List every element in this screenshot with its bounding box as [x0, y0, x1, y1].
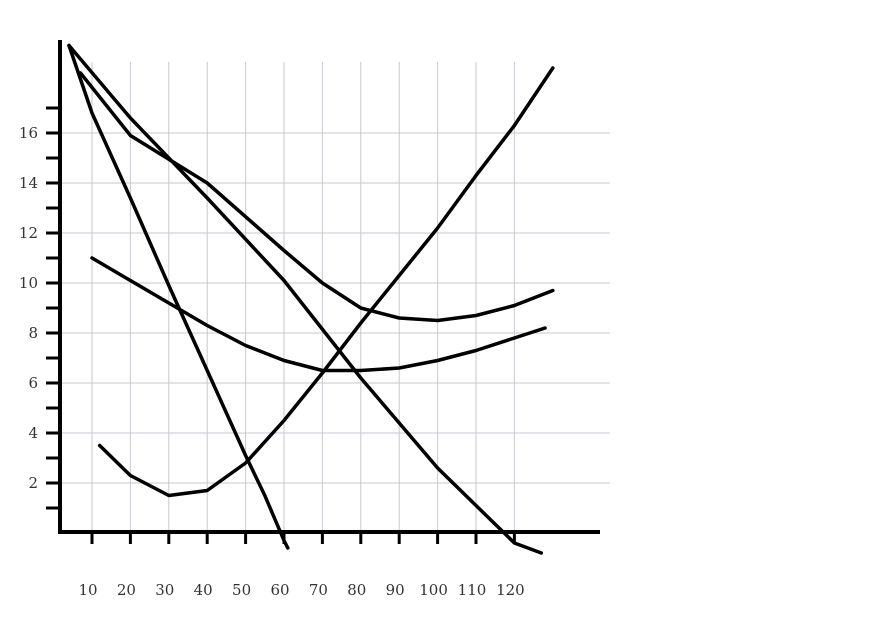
series-lines: [67, 43, 555, 555]
axes: [58, 40, 600, 534]
series-line-1: [67, 43, 290, 550]
y-tick-label: 4: [28, 424, 38, 442]
y-tick-label: 8: [28, 324, 38, 342]
x-tick-label: 50: [232, 581, 251, 599]
y-tick-label: 14: [19, 174, 38, 192]
series-line-5: [97, 66, 555, 498]
y-tick-label: 16: [19, 124, 38, 142]
x-tick-label: 90: [386, 581, 405, 599]
y-tick-label: 6: [28, 374, 38, 392]
x-tick-label: 80: [347, 581, 366, 599]
x-tick-label: 100: [419, 581, 448, 599]
grid: [60, 62, 610, 532]
x-tick-label: 110: [458, 581, 487, 599]
y-tick-label: 2: [28, 474, 38, 492]
x-tick-label: 10: [78, 581, 97, 599]
x-tick-label: 70: [309, 581, 328, 599]
series-line-2: [67, 43, 544, 555]
x-tick-label: 20: [117, 581, 136, 599]
tick-marks: [46, 106, 516, 544]
y-tick-label: 12: [19, 224, 38, 242]
x-tick-label: 120: [496, 581, 525, 599]
series-line-3: [78, 71, 555, 323]
x-tick-label: 60: [270, 581, 289, 599]
x-tick-label: 30: [155, 581, 174, 599]
y-tick-label: 10: [19, 274, 38, 292]
tick-labels: 2 4 6 8 10 12 14 16 10 20 30 40 50 60 70 80 90 100 110 120: [19, 124, 525, 599]
x-tick-label: 40: [194, 581, 213, 599]
